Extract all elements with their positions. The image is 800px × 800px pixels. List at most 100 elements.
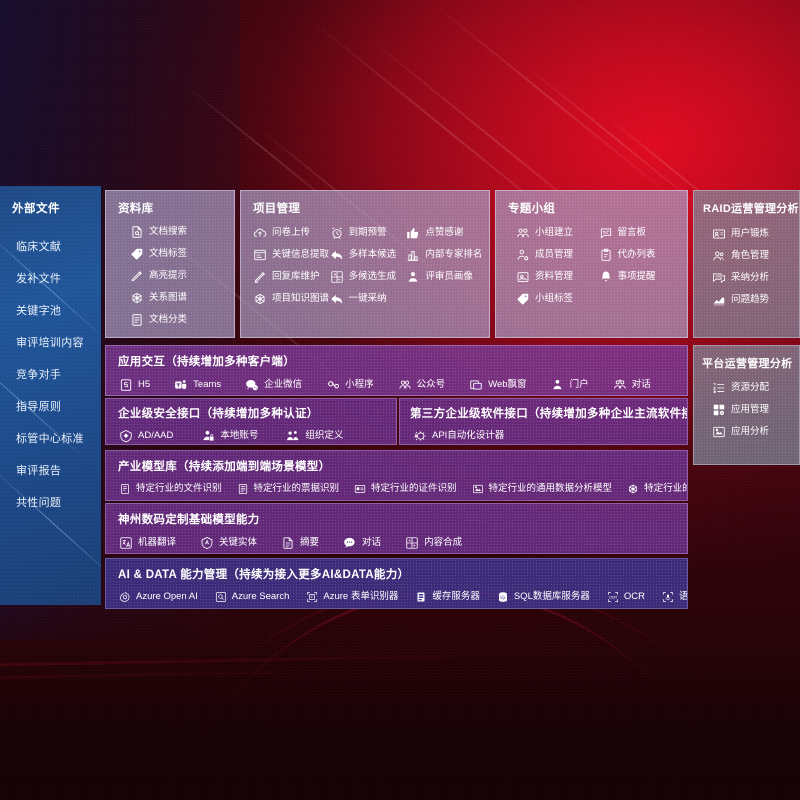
item-dialog[interactable]: 对话 xyxy=(611,374,653,395)
item-member-management[interactable]: 成员管理 xyxy=(514,244,597,266)
alarm-icon xyxy=(330,226,344,240)
sidebar-item-competitors[interactable]: 竞争对手 xyxy=(16,369,62,381)
item-file-recognition[interactable]: 特定行业的文件识别 xyxy=(117,479,224,499)
cloud-upload-icon xyxy=(253,226,267,240)
item-relation-graph[interactable]: 关系图谱 xyxy=(128,287,226,309)
panel-project-title: 项目管理 xyxy=(253,203,301,215)
graph-network-icon xyxy=(253,292,267,306)
item-reply-library-maintain[interactable]: 回复库维护 xyxy=(251,266,328,288)
item-questionnaire-upload[interactable]: 问卷上传 xyxy=(251,222,328,244)
item-role-management[interactable]: 角色管理 xyxy=(710,245,791,267)
panel-industry-model: 产业模型库（持续添加端到端场景模型） 特定行业的文件识别 特定行业的票据识别 特… xyxy=(105,450,688,501)
item-highlight-hint[interactable]: 高亮提示 xyxy=(128,265,226,287)
item-api-designer[interactable]: API自动化设计器 xyxy=(411,425,506,444)
item-document-search[interactable]: 文档搜索 xyxy=(128,221,226,243)
item-label: Azure 表单识别器 xyxy=(323,591,399,603)
item-expiry-alert[interactable]: 到期预警 xyxy=(328,222,405,244)
entity-shield-icon xyxy=(200,536,214,550)
item-receipt-recognition[interactable]: 特定行业的票据识别 xyxy=(235,479,342,499)
item-project-knowledge-graph[interactable]: 项目知识图谱 xyxy=(251,288,329,310)
item-label: 关键信息提取 xyxy=(272,249,330,261)
item-label: 小组建立 xyxy=(535,227,574,239)
panel-raid-items: 用户锻炼 角色管理 QA 采纳分析 问题趋势 xyxy=(694,216,799,317)
item-azure-open-ai[interactable]: Azure Open AI xyxy=(117,587,200,607)
item-multi-sample-candidate[interactable]: 多样本候选 xyxy=(328,244,405,266)
item-app-analysis[interactable]: 应用分析 xyxy=(710,421,791,443)
item-label: 公众号 xyxy=(416,379,446,391)
item-teams[interactable]: Teams xyxy=(172,374,223,395)
item-key-info-extract[interactable]: 关键信息提取 xyxy=(251,244,330,266)
item-label: 对话 xyxy=(362,537,382,549)
panel-app-interaction: 应用交互（持续增加多种客户端） H5 Teams 企业微信 小程序 公众号 xyxy=(105,345,688,396)
item-group-tag[interactable]: 小组标签 xyxy=(514,288,597,310)
sidebar-item-standards-center[interactable]: 标管中心标准 xyxy=(16,433,84,445)
sidebar-item-review-report[interactable]: 审评报告 xyxy=(16,465,62,477)
official-account-icon xyxy=(398,378,412,392)
item-org-definition[interactable]: 组织定义 xyxy=(284,425,345,444)
sidebar-item-supplement-files[interactable]: 发补文件 xyxy=(16,273,62,285)
item-material-management[interactable]: 资料管理 xyxy=(514,266,597,288)
item-group-create[interactable]: 小组建立 xyxy=(514,222,597,244)
item-adoption-analysis[interactable]: QA 采纳分析 xyxy=(710,267,791,289)
item-official-account[interactable]: 公众号 xyxy=(396,374,448,395)
item-web-popup[interactable]: Web飘窗 xyxy=(467,374,528,395)
item-mini-program[interactable]: 小程序 xyxy=(324,374,376,395)
panel-ai-data: AI & DATA 能力管理（持续为接入更多AI&DATA能力） Azure O… xyxy=(105,558,688,609)
sidebar-item-guidelines[interactable]: 指导原则 xyxy=(16,401,62,413)
item-label: 成员管理 xyxy=(535,249,574,261)
item-document-tag[interactable]: 文档标签 xyxy=(128,243,226,265)
item-multi-candidate-generate[interactable]: 多候选生成 xyxy=(328,266,405,288)
item-h5[interactable]: H5 xyxy=(117,374,152,395)
item-machine-translation[interactable]: 机器翻译 xyxy=(117,532,178,553)
item-local-account[interactable]: 本地账号 xyxy=(199,425,260,444)
item-event-reminder[interactable]: 事项提醒 xyxy=(597,266,680,288)
teams-icon xyxy=(174,378,188,392)
item-content-synthesis[interactable]: 内容合成 xyxy=(403,532,464,553)
item-chat[interactable]: 对话 xyxy=(341,532,383,553)
item-issue-trend[interactable]: 问题趋势 xyxy=(710,289,791,311)
item-app-management[interactable]: 应用管理 xyxy=(710,399,791,421)
item-speech-understanding[interactable]: 语音理解 xyxy=(660,587,687,607)
sidebar-item-common-issues[interactable]: 共性问题 xyxy=(16,497,62,509)
item-label: 特定行业的文件识别 xyxy=(136,483,222,495)
item-like-thanks[interactable]: 点赞感谢 xyxy=(404,222,481,244)
sidebar-item-clinical-literature[interactable]: 临床文献 xyxy=(16,241,62,253)
mini-program-icon xyxy=(326,378,340,392)
item-user-training[interactable]: 用户锻炼 xyxy=(710,223,791,245)
html5-icon xyxy=(119,378,133,392)
people-group-icon xyxy=(516,226,530,240)
svg-text:SQL: SQL xyxy=(500,596,507,600)
clipboard-icon xyxy=(599,248,613,262)
item-ad-aad[interactable]: AD/AAD xyxy=(117,425,175,444)
item-cache-server[interactable]: 缓存服务器 xyxy=(413,587,482,607)
item-label: 应用分析 xyxy=(731,426,770,438)
item-reviewer-profile[interactable]: 评审员画像 xyxy=(404,266,481,288)
item-id-recognition[interactable]: 特定行业的证件识别 xyxy=(352,479,459,499)
item-portal[interactable]: 门户 xyxy=(549,374,591,395)
item-message-board[interactable]: 留言板 xyxy=(597,222,680,244)
panel-base-model-title: 神州数码定制基础模型能力 xyxy=(118,514,260,526)
item-ocr[interactable]: OCR OCR xyxy=(605,587,647,607)
item-label: 角色管理 xyxy=(731,250,770,262)
sidebar-item-review-training[interactable]: 审评培训内容 xyxy=(16,337,84,349)
item-label: 关系图谱 xyxy=(149,292,188,304)
item-one-click-adopt[interactable]: 一键采纳 xyxy=(328,288,405,310)
item-data-analysis-model[interactable]: 特定行业的通用数据分析模型 xyxy=(470,479,615,499)
item-azure-search[interactable]: Azure Search xyxy=(213,587,292,607)
item-internal-expert-ranking[interactable]: 内部专家排名 xyxy=(404,244,482,266)
item-sql-database-server[interactable]: SQL SQL数据库服务器 xyxy=(495,587,592,607)
item-label: 文档搜索 xyxy=(149,226,188,238)
item-document-category[interactable]: 文档分类 xyxy=(128,309,226,331)
item-label: 对话 xyxy=(631,379,651,391)
panel-group-title: 专题小组 xyxy=(508,203,556,215)
item-form-recognizer[interactable]: Azure 表单识别器 xyxy=(304,587,400,607)
item-resource-allocation[interactable]: 资源分配 xyxy=(710,377,791,399)
item-todo-list[interactable]: 代办列表 xyxy=(597,244,680,266)
item-wechat-work[interactable]: 企业微信 xyxy=(243,374,304,395)
item-label: 关键实体 xyxy=(219,537,258,549)
item-key-entity[interactable]: 关键实体 xyxy=(198,532,259,553)
sidebar-item-keyword-pool[interactable]: 关键字池 xyxy=(16,305,62,317)
item-knowledge-graph-model[interactable]: 特定行业的通用知识图谱模型 xyxy=(625,479,687,499)
item-summary[interactable]: 摘要 xyxy=(279,532,321,553)
message-board-icon xyxy=(599,226,613,240)
